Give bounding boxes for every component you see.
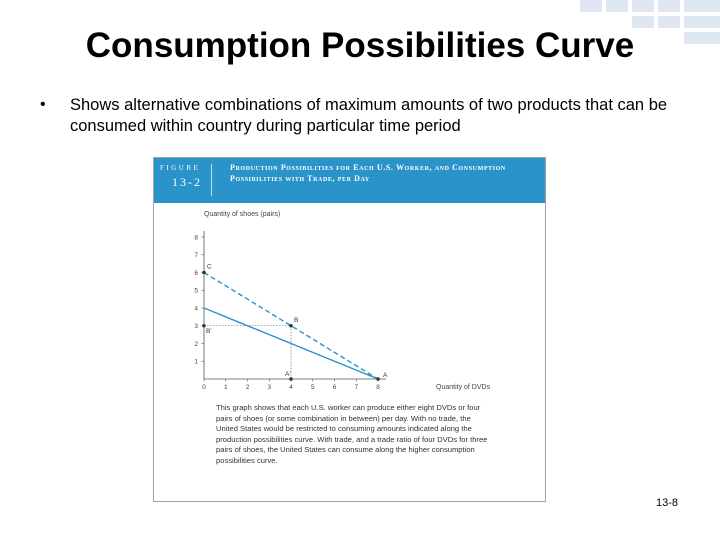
- decorative-corner-grid: [580, 0, 720, 60]
- chart: Quantity of shoes (pairs) Quantity of DVD…: [194, 211, 491, 391]
- y-tick-label: 2: [194, 341, 198, 348]
- point-label: A': [285, 371, 291, 378]
- y-tick-label: 4: [194, 305, 198, 312]
- figure-header: FIGURE 13-2 Production Possibilities for…: [154, 158, 545, 203]
- x-tick-label: 4: [289, 384, 293, 391]
- point-label: B: [294, 317, 298, 324]
- figure-header-divider: [211, 164, 212, 196]
- data-point: [289, 323, 293, 328]
- y-tick-label: 7: [194, 252, 198, 259]
- slide-number: 13-8: [655, 497, 678, 509]
- x-tick-label: 8: [376, 384, 380, 391]
- x-tick-label: 1: [224, 384, 228, 391]
- production-possibilities-line: [203, 307, 379, 380]
- y-tick-label: 1: [194, 359, 198, 366]
- data-point: [202, 270, 206, 275]
- y-tick-label: 6: [194, 270, 198, 277]
- slide-title: Consumption Possibilities Curve: [85, 26, 635, 65]
- figure-panel: FIGURE 13-2 Production Possibilities for…: [153, 157, 546, 502]
- x-tick-label: 0: [202, 384, 206, 391]
- figure-caption: This graph shows that each U.S. worker c…: [216, 403, 488, 465]
- figure-label: FIGURE: [160, 164, 201, 172]
- bullet-marker: •: [40, 96, 46, 113]
- y-tick-label: 8: [194, 234, 198, 241]
- data-point: [202, 323, 206, 328]
- x-axis-title: Quantity of DVDs: [436, 384, 491, 391]
- bullet-text: Shows alternative combinations of maximu…: [70, 96, 668, 135]
- data-point: [289, 377, 293, 381]
- y-axis-title: Quantity of shoes (pairs): [204, 211, 280, 218]
- y-tick-label: 3: [194, 323, 198, 330]
- x-tick-label: 3: [267, 384, 271, 391]
- x-tick-label: 7: [354, 384, 358, 391]
- figure-title: Production Possibilities for Each U.S. W…: [230, 163, 506, 183]
- y-tick-label: 5: [194, 288, 198, 295]
- point-label: C: [207, 264, 212, 271]
- point-label: A: [383, 372, 388, 379]
- point-label: B': [206, 328, 212, 335]
- x-tick-label: 5: [311, 384, 315, 391]
- figure-number: 13-2: [172, 175, 202, 189]
- data-point: [376, 377, 380, 381]
- consumption-possibilities-line: [203, 271, 379, 380]
- x-tick-label: 2: [246, 384, 250, 391]
- x-tick-label: 6: [333, 384, 337, 391]
